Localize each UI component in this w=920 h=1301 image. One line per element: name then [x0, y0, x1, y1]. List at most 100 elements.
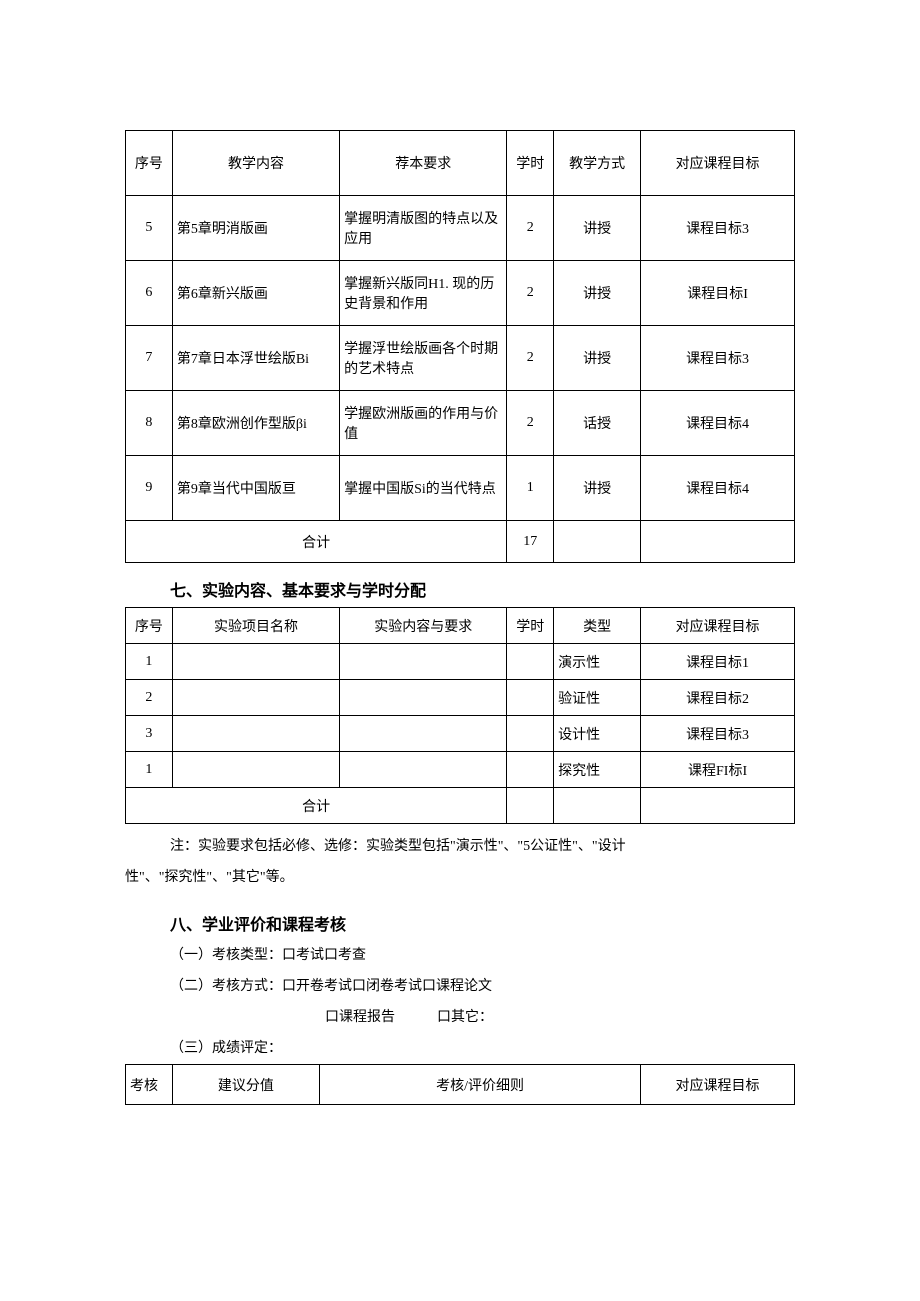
cell-target: 课程目标3 — [641, 716, 795, 752]
assessment-method-line: （二）考核方式：口开卷考试口闭卷考试口课程论文 — [125, 972, 795, 1003]
cell-requirement: 掌握新兴版同H1. 现的历史背景和作用 — [340, 261, 507, 326]
table-row: 2 验证性 课程目标2 — [126, 680, 795, 716]
cell-name — [172, 680, 339, 716]
cell-seq: 7 — [126, 326, 173, 391]
note-line1: 注：实验要求包括必修、选修：实验类型包括"演示性"、"5公证性"、"设计 — [125, 832, 795, 865]
cell-seq: 6 — [126, 261, 173, 326]
cell-hours: 2 — [507, 326, 554, 391]
cell-target: 课程目标I — [641, 261, 795, 326]
col-target: 对应课程目标 — [641, 131, 795, 196]
cell-seq: 8 — [126, 391, 173, 456]
col-target: 对应课程目标 — [641, 608, 795, 644]
empty-cell — [554, 521, 641, 563]
table-row: 9 第9章当代中国版亘 掌握中国版Si的当代特点 1 讲授 课程目标4 — [126, 456, 795, 521]
cell-content: 第8章欧洲创作型版βi — [172, 391, 339, 456]
total-label: 合计 — [126, 788, 507, 824]
teaching-content-table: 序号 教学内容 荐本要求 学时 教学方式 对应课程目标 5 第5章明消版画 掌握… — [125, 130, 795, 563]
cell-hours — [507, 644, 554, 680]
cell-hours: 2 — [507, 261, 554, 326]
cell-content: 第7章日本浮世绘版Bi — [172, 326, 339, 391]
cell-content — [340, 644, 507, 680]
table-header-row: 序号 实验项目名称 实验内容与要求 学时 类型 对应课程目标 — [126, 608, 795, 644]
table-row: 3 设计性 课程目标3 — [126, 716, 795, 752]
cell-target: 课程目标2 — [641, 680, 795, 716]
cell-requirement: 掌握明清版图的特点以及应用 — [340, 196, 507, 261]
col-name: 实验项目名称 — [172, 608, 339, 644]
section-8-heading: 八、学业评价和课程考核 — [125, 905, 795, 941]
cell-requirement: 学握欧洲版画的作用与价值 — [340, 391, 507, 456]
cell-target: 课程FI标I — [641, 752, 795, 788]
cell-name — [172, 644, 339, 680]
cell-target: 课程目标1 — [641, 644, 795, 680]
col-method: 教学方式 — [554, 131, 641, 196]
cell-hours: 2 — [507, 196, 554, 261]
cell-method: 讲授 — [554, 326, 641, 391]
col-rules: 考核/评价细则 — [320, 1065, 641, 1105]
table-row: 5 第5章明消版画 掌握明清版图的特点以及应用 2 讲授 课程目标3 — [126, 196, 795, 261]
cell-seq: 9 — [126, 456, 173, 521]
experiment-table: 序号 实验项目名称 实验内容与要求 学时 类型 对应课程目标 1 演示性 课程目… — [125, 607, 795, 824]
table-row: 1 探究性 课程FI标I — [126, 752, 795, 788]
total-label: 合计 — [126, 521, 507, 563]
cell-target: 课程目标4 — [641, 456, 795, 521]
col-hours: 学时 — [507, 608, 554, 644]
table-row: 1 演示性 课程目标1 — [126, 644, 795, 680]
cell-target: 课程目标4 — [641, 391, 795, 456]
table-row: 8 第8章欧洲创作型版βi 学握欧洲版画的作用与价值 2 话授 课程目标4 — [126, 391, 795, 456]
cell-hours: 1 — [507, 456, 554, 521]
cell-hours: 2 — [507, 391, 554, 456]
cell-hours — [507, 716, 554, 752]
cell-type: 探究性 — [554, 752, 641, 788]
cell-seq: 2 — [126, 680, 173, 716]
table-row: 6 第6章新兴版画 掌握新兴版同H1. 现的历史背景和作用 2 讲授 课程目标I — [126, 261, 795, 326]
empty-cell — [641, 788, 795, 824]
col-requirement: 荐本要求 — [340, 131, 507, 196]
cell-hours — [507, 680, 554, 716]
table-header-row: 序号 教学内容 荐本要求 学时 教学方式 对应课程目标 — [126, 131, 795, 196]
cell-hours — [507, 752, 554, 788]
cell-seq: 1 — [126, 752, 173, 788]
cell-method: 讲授 — [554, 261, 641, 326]
table-total-row: 合计 17 — [126, 521, 795, 563]
cell-method: 话授 — [554, 391, 641, 456]
empty-cell — [554, 788, 641, 824]
empty-cell — [507, 788, 554, 824]
col-seq: 序号 — [126, 608, 173, 644]
cell-requirement: 掌握中国版Si的当代特点 — [340, 456, 507, 521]
cell-type: 设计性 — [554, 716, 641, 752]
cell-content — [340, 716, 507, 752]
assessment-method-line2: 口课程报告 口其它： — [125, 1003, 795, 1034]
cell-content: 第5章明消版画 — [172, 196, 339, 261]
cell-type: 验证性 — [554, 680, 641, 716]
cell-seq: 5 — [126, 196, 173, 261]
table-row: 7 第7章日本浮世绘版Bi 学握浮世绘版画各个时期的艺术特点 2 讲授 课程目标… — [126, 326, 795, 391]
cell-seq: 3 — [126, 716, 173, 752]
col-type: 类型 — [554, 608, 641, 644]
grade-assessment-line: （三）成绩评定： — [125, 1034, 795, 1065]
col-content: 实验内容与要求 — [340, 608, 507, 644]
cell-content — [340, 680, 507, 716]
cell-content: 第6章新兴版画 — [172, 261, 339, 326]
col-assessment: 考核 — [126, 1065, 173, 1105]
section-7-heading: 七、实验内容、基本要求与学时分配 — [125, 571, 795, 607]
table-total-row: 合计 — [126, 788, 795, 824]
col-target: 对应课程目标 — [641, 1065, 795, 1105]
cell-seq: 1 — [126, 644, 173, 680]
cell-content: 第9章当代中国版亘 — [172, 456, 339, 521]
cell-target: 课程目标3 — [641, 326, 795, 391]
cell-content — [340, 752, 507, 788]
cell-method: 讲授 — [554, 456, 641, 521]
table-header-row: 考核 建议分值 考核/评价细则 对应课程目标 — [126, 1065, 795, 1105]
empty-cell — [641, 521, 795, 563]
col-seq: 序号 — [126, 131, 173, 196]
cell-name — [172, 752, 339, 788]
assessment-table: 考核 建议分值 考核/评价细则 对应课程目标 — [125, 1064, 795, 1105]
col-hours: 学时 — [507, 131, 554, 196]
note-line2: 性"、"探究性"、"其它"等。 — [125, 865, 795, 896]
cell-requirement: 学握浮世绘版画各个时期的艺术特点 — [340, 326, 507, 391]
assessment-type-line: （一）考核类型：口考试口考查 — [125, 941, 795, 972]
total-value: 17 — [507, 521, 554, 563]
col-score: 建议分值 — [172, 1065, 319, 1105]
cell-method: 讲授 — [554, 196, 641, 261]
col-content: 教学内容 — [172, 131, 339, 196]
